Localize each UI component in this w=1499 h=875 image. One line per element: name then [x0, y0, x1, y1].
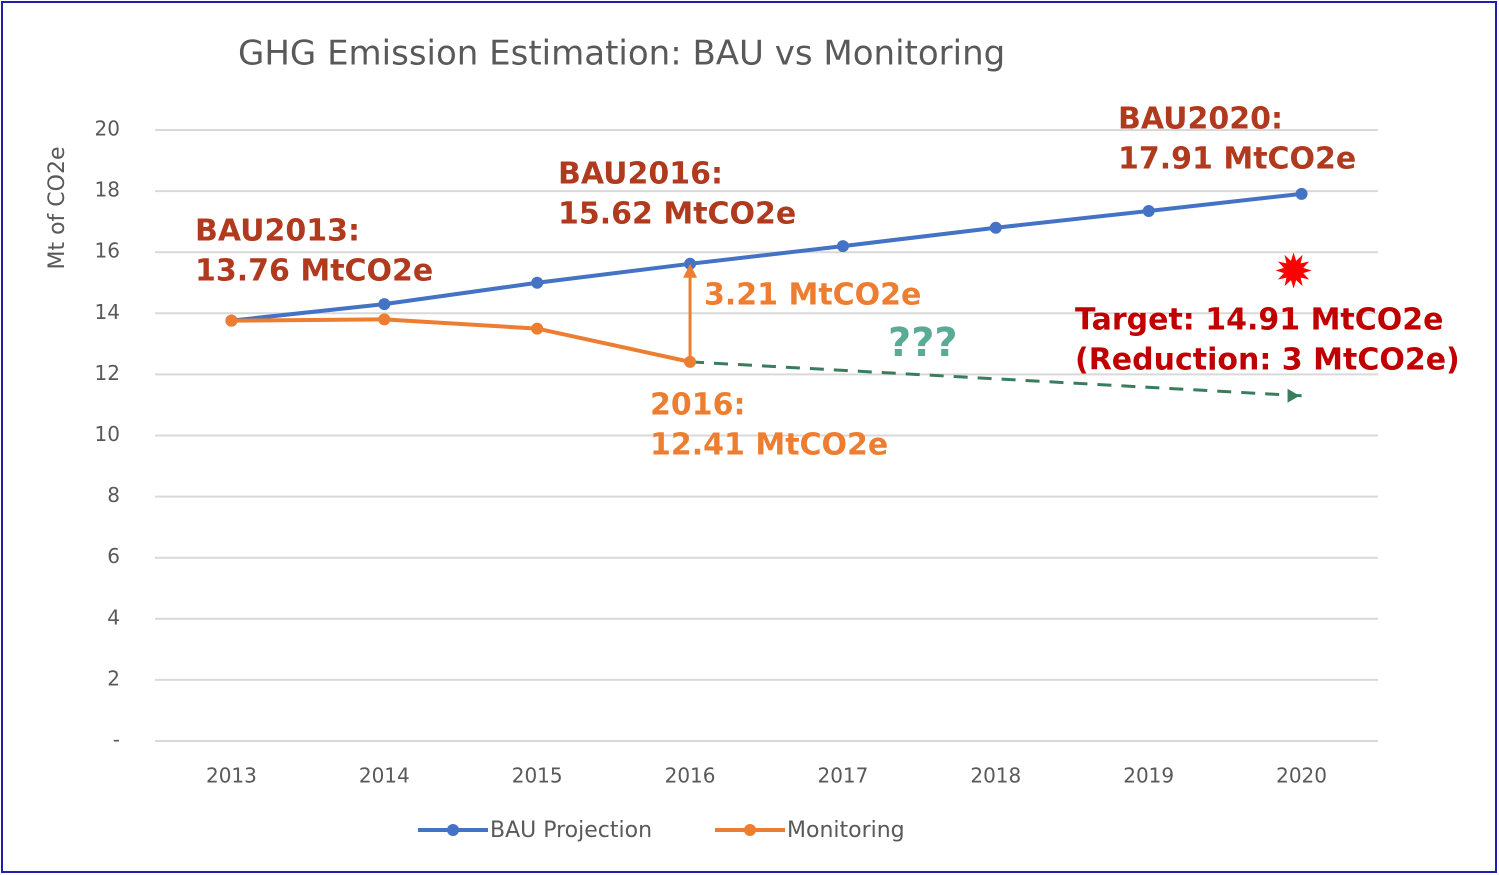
trend-arrowhead [1287, 388, 1300, 403]
target-marker [1275, 252, 1312, 289]
legend-label: Monitoring [787, 818, 905, 843]
y-tick-label: 4 [107, 605, 120, 629]
series-point [531, 322, 544, 335]
y-tick-label: 12 [95, 361, 120, 385]
x-tick-label: 2017 [817, 764, 868, 788]
x-tick-label: 2018 [970, 764, 1021, 788]
series-line [231, 317, 691, 364]
annotation: 3.21 MtCO2e [704, 278, 921, 313]
y-tick-label: - [113, 728, 120, 752]
y-tick-label: 2 [107, 666, 120, 690]
annotation: BAU2020: [1118, 102, 1283, 137]
y-tick-label: 14 [95, 300, 120, 324]
series-point [836, 240, 849, 253]
annotation: BAU2016: [558, 157, 723, 192]
x-tick-label: 2016 [665, 764, 716, 788]
annotation: 13.76 MtCO2e [195, 254, 433, 289]
series-point [684, 355, 697, 368]
chart-title: GHG Emission Estimation: BAU vs Monitori… [238, 34, 1005, 74]
series-point [531, 276, 544, 289]
x-tick-label: 2014 [359, 764, 410, 788]
legend-swatch-point [447, 824, 459, 836]
series-point [378, 313, 391, 326]
y-tick-label: 18 [95, 178, 120, 202]
annotation: Target: 14.91 MtCO2e [1075, 303, 1444, 338]
series-point [1142, 204, 1155, 217]
y-axis-label: Mt of CO2e [45, 146, 70, 269]
y-tick-label: 6 [107, 544, 120, 568]
annotation: (Reduction: 3 MtCO2e) [1075, 343, 1460, 378]
annotation: 12.41 MtCO2e [650, 428, 888, 463]
annotation: BAU2013: [195, 214, 360, 249]
x-tick-label: 2013 [206, 764, 257, 788]
trend-line [689, 360, 1302, 398]
y-tick-label: 16 [95, 239, 120, 263]
series-point [1295, 187, 1308, 200]
y-tick-label: 10 [95, 422, 120, 446]
annotation: 17.91 MtCO2e [1118, 142, 1356, 177]
gap-arrowhead [683, 263, 698, 278]
series-point [225, 314, 238, 327]
series-point [989, 221, 1002, 234]
annotation: 15.62 MtCO2e [558, 197, 796, 232]
x-tick-label: 2015 [512, 764, 563, 788]
y-tick-label: 8 [107, 483, 120, 507]
legend-label: BAU Projection [490, 818, 652, 843]
annotation: ??? [888, 320, 958, 366]
y-tick-label: 20 [95, 117, 120, 141]
x-tick-label: 2020 [1276, 764, 1327, 788]
x-tick-label: 2019 [1123, 764, 1174, 788]
legend-swatch-point [744, 824, 756, 836]
annotation: 2016: [650, 388, 746, 423]
series-line [231, 191, 1302, 323]
series-point [378, 298, 391, 311]
